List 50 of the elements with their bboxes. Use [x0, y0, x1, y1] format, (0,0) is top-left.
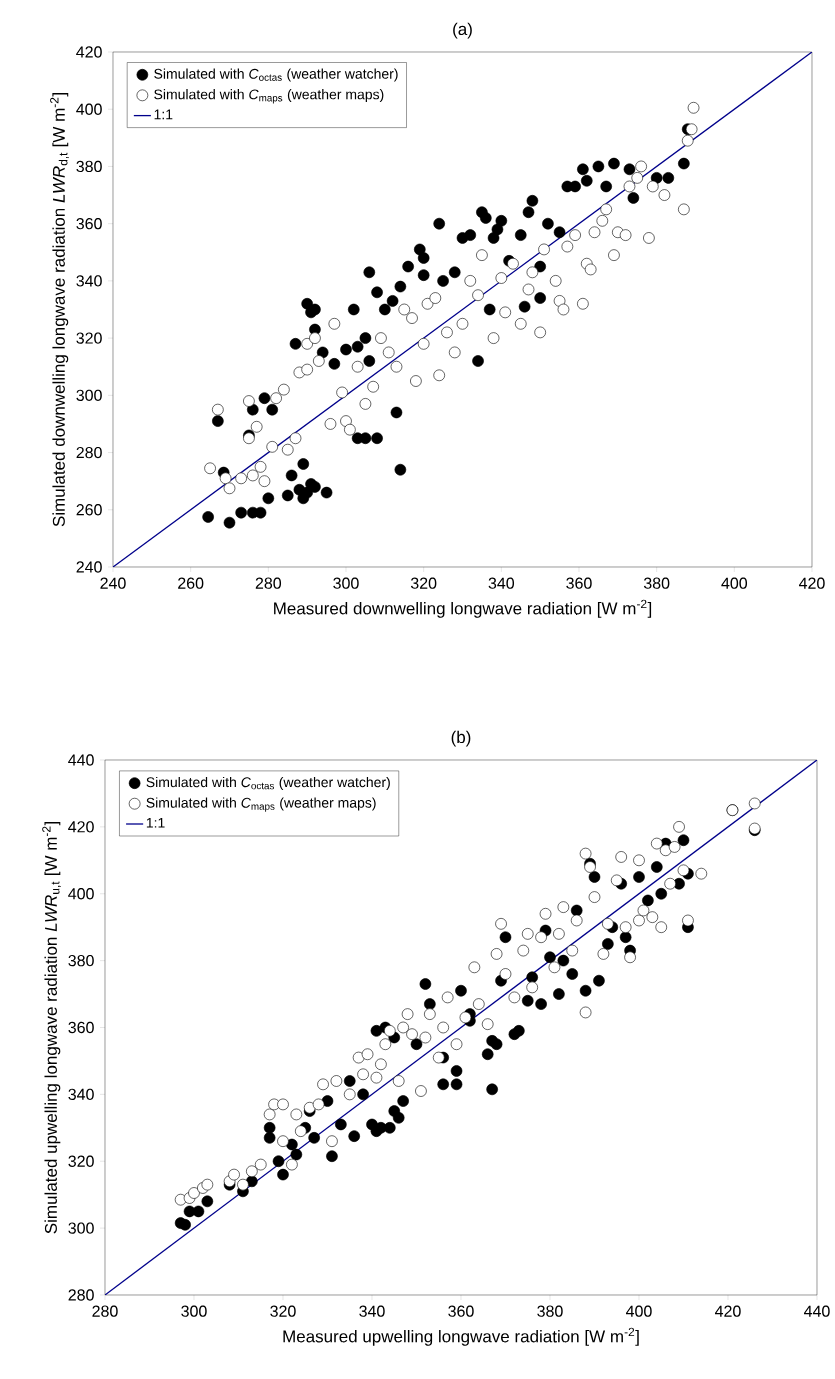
y-tick-label: 340	[68, 1088, 94, 1101]
x-tick-label: 400	[721, 577, 748, 589]
x-tick-label: 280	[255, 577, 282, 589]
y-axis-title: Simulated downwelling longwave radiation LWR$_{d,t}$ [W m$^{-2}$]	[50, 93, 69, 527]
y-tick-label: 300	[68, 1222, 94, 1234]
y-tick-label: 320	[76, 332, 102, 344]
y-tick-label: 240	[76, 561, 102, 573]
x-tick-label: 260	[178, 577, 204, 589]
y-tick-label: 400	[68, 888, 94, 900]
legend-label: 1:1	[154, 109, 173, 120]
y-tick-label: 440	[68, 754, 94, 766]
x-axis-title: Measured downwelling longwave radiation [W m$^{-2}$]	[274, 599, 652, 618]
y-tick-label: 260	[76, 504, 102, 516]
x-tick-label: 360	[566, 577, 592, 589]
x-tick-label: 300	[333, 577, 359, 589]
y-tick-label: 280	[76, 446, 102, 459]
y-tick-label: 360	[76, 218, 102, 230]
y-tick-label: 320	[68, 1155, 94, 1167]
x-tick-label: 420	[715, 1305, 741, 1317]
x-tick-label: 360	[448, 1305, 474, 1317]
y-tick-label: 360	[68, 1021, 94, 1034]
legend-label: Simulated with C$_{maps}$ (weather maps)	[146, 797, 376, 812]
x-tick-label: 400	[626, 1305, 652, 1317]
x-tick-label: 340	[488, 577, 515, 589]
y-axis-title: Simulated upwelling longwave radiation LWR$_{u,t}$ [W m$^{-2}$]	[42, 821, 61, 1234]
x-tick-label: 320	[270, 1305, 296, 1317]
x-tick-label: 440	[804, 1305, 830, 1317]
y-tick-label: 400	[76, 103, 102, 115]
legend-label: Simulated with C$_{octas}$ (weather watcher)	[146, 776, 390, 790]
legend-label: 1:1	[146, 817, 165, 828]
y-tick-label: 380	[68, 954, 94, 967]
x-tick-label: 340	[359, 1305, 385, 1317]
x-tick-label: 280	[92, 1305, 118, 1317]
x-axis-title: Measured upwelling longwave radiation [W m$^{-2}$]	[283, 1327, 639, 1346]
y-tick-label: 380	[76, 160, 102, 173]
y-tick-label: 420	[76, 46, 102, 58]
x-tick-label: 420	[799, 577, 825, 589]
x-tick-label: 240	[100, 577, 126, 589]
y-tick-label: 280	[68, 1289, 94, 1301]
chart-title: (a)	[453, 22, 472, 39]
x-tick-label: 320	[410, 577, 437, 589]
x-tick-label: 380	[643, 577, 670, 589]
legend-label: Simulated with C$_{maps}$ (weather maps)	[154, 89, 384, 104]
y-tick-label: 340	[76, 275, 102, 287]
x-tick-label: 380	[537, 1305, 563, 1317]
chart-title: (b)	[451, 730, 471, 747]
legend-label: Simulated with C$_{octas}$ (weather watcher)	[154, 68, 398, 82]
y-tick-label: 300	[76, 389, 102, 401]
y-tick-label: 420	[68, 821, 94, 833]
x-tick-label: 300	[181, 1305, 207, 1317]
